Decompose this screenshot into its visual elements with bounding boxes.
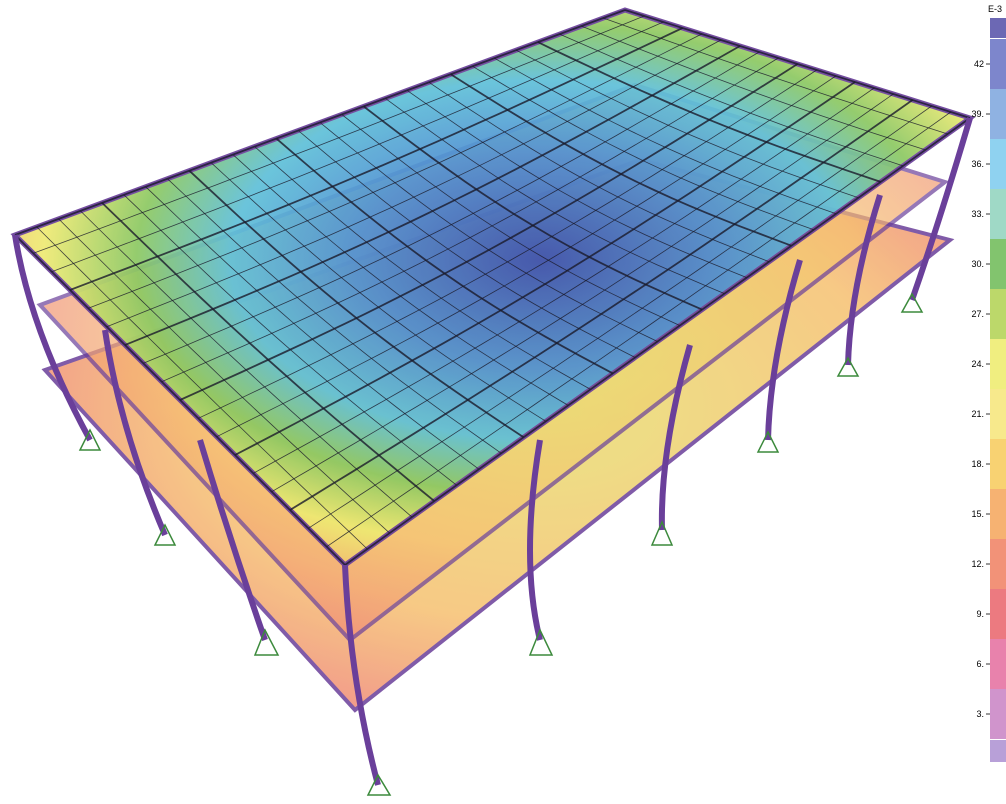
legend-band: [990, 439, 1006, 489]
legend-band: [990, 639, 1006, 689]
analysis-view: E-3 42 39. 36. 33. 30. 27. 24. 21. 18. 15. 12. 9. 6.…: [0, 0, 1006, 799]
legend-label: 24.: [971, 359, 984, 369]
legend-band: [990, 489, 1006, 539]
legend-label: 30.: [971, 259, 984, 269]
legend-label: 36.: [971, 159, 984, 169]
legend-band: [990, 389, 1006, 439]
model: [15, 10, 970, 795]
legend-band: [990, 18, 1006, 38]
legend-label: 3.: [976, 709, 984, 719]
legend-label: 15.: [971, 509, 984, 519]
legend-label: 21.: [971, 409, 984, 419]
legend-band: [990, 89, 1006, 139]
legend-band: [990, 139, 1006, 189]
legend: E-3 42 39. 36. 33. 30. 27. 24. 21. 18. 15. 12. 9. 6.…: [971, 4, 1006, 762]
legend-label: 12.: [971, 559, 984, 569]
legend-band: [990, 689, 1006, 739]
legend-band: [990, 339, 1006, 389]
legend-band: [990, 740, 1006, 762]
legend-label: 6.: [976, 659, 984, 669]
legend-label: 33.: [971, 209, 984, 219]
legend-band: [990, 589, 1006, 639]
legend-band: [990, 39, 1006, 89]
legend-label: 42: [974, 59, 984, 69]
legend-label: 18.: [971, 459, 984, 469]
legend-band: [990, 289, 1006, 339]
legend-unit: E-3: [988, 4, 1002, 14]
legend-band: [990, 189, 1006, 239]
legend-band: [990, 239, 1006, 289]
legend-label: 9.: [976, 609, 984, 619]
legend-label: 27.: [971, 309, 984, 319]
legend-label: 39.: [971, 109, 984, 119]
legend-band: [990, 539, 1006, 589]
